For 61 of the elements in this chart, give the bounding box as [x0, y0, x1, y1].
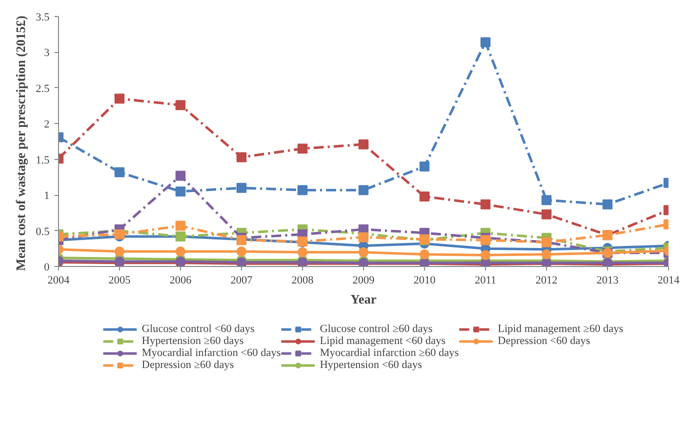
y-tick-label: 2 — [44, 118, 50, 131]
legend-label: Hypertension ≥60 days — [142, 335, 244, 347]
point — [176, 220, 186, 231]
point — [176, 100, 186, 110]
y-tick-label: 1 — [44, 190, 50, 202]
point — [480, 235, 490, 246]
point — [542, 249, 552, 260]
x-tick-label: 2008 — [292, 274, 314, 286]
x-tick-label: 2005 — [108, 274, 131, 286]
point — [236, 182, 246, 193]
point — [236, 246, 246, 256]
point — [236, 152, 246, 162]
point — [480, 199, 490, 210]
point — [176, 186, 186, 196]
y-tick-label: 2.5 — [36, 82, 50, 95]
point — [420, 249, 430, 260]
point — [358, 232, 368, 242]
point — [114, 246, 124, 256]
point — [542, 209, 552, 220]
point — [542, 195, 552, 206]
legend-label: Lipid management <60 days — [320, 335, 446, 347]
x-axis-title: Year — [350, 292, 377, 306]
x-tick-label: 2012 — [536, 274, 558, 286]
x-tick-label: 2007 — [230, 274, 253, 286]
point — [176, 246, 186, 256]
point — [358, 139, 368, 150]
legend-label: Depression <60 days — [498, 335, 590, 347]
point — [298, 247, 308, 258]
legend-label: Glucose control ≥60 days — [320, 323, 432, 335]
point — [298, 185, 308, 196]
point — [114, 94, 124, 104]
y-tick-label: 3 — [44, 47, 50, 60]
x-tick-label: 2004 — [48, 274, 70, 286]
legend-label: Hypertension <60 days — [320, 359, 422, 371]
x-tick-label: 2011 — [474, 274, 496, 286]
x-tick-label: 2010 — [414, 274, 436, 286]
x-tick-label: 2014 — [658, 274, 680, 286]
y-tick-label: 0.5 — [36, 226, 50, 238]
x-tick-label: 2009 — [352, 274, 375, 286]
point — [420, 192, 430, 202]
point — [176, 170, 186, 181]
legend-label: Myocardial infarction ≥60 days — [320, 347, 459, 359]
x-tick-label: 2013 — [596, 274, 619, 286]
point — [298, 144, 308, 154]
y-axis-title: Mean cost of wastage per prescription (2015£) — [12, 16, 28, 271]
point — [358, 247, 368, 258]
point — [114, 229, 124, 240]
point — [480, 37, 490, 48]
legend-label: Depression ≥60 days — [142, 359, 234, 371]
legend-label: Lipid management ≥60 days — [498, 323, 624, 335]
point — [358, 185, 368, 196]
x-tick-label: 2006 — [170, 274, 192, 286]
point — [114, 167, 124, 178]
y-tick-label: 0 — [44, 262, 50, 274]
point — [602, 199, 612, 210]
legend-label: Myocardial infarction <60 days — [142, 347, 281, 359]
legend-label: Glucose control <60 days — [142, 323, 255, 335]
y-tick-label: 3.5 — [36, 12, 50, 24]
y-tick-label: 1.5 — [36, 154, 50, 166]
point — [420, 162, 430, 172]
point — [480, 250, 490, 260]
